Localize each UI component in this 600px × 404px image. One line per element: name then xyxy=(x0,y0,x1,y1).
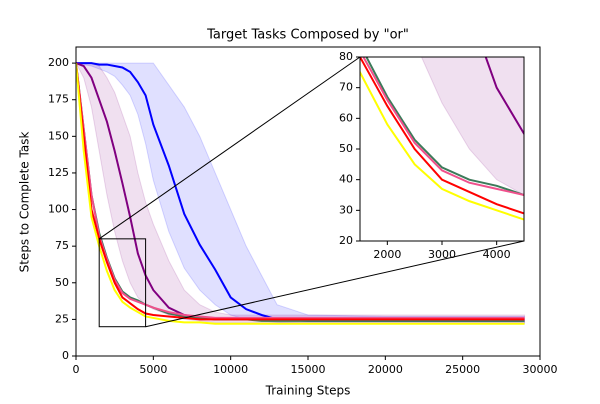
x-axis-label: Training Steps xyxy=(265,384,351,398)
y-tick-label: 50 xyxy=(55,276,69,289)
y-tick-label: 25 xyxy=(55,312,69,325)
x-tick-label: 5000 xyxy=(139,363,167,376)
line xyxy=(360,57,524,215)
y-axis-label: Steps to Complete Task xyxy=(18,132,32,273)
x-tick-label: 20000 xyxy=(368,363,403,376)
line xyxy=(365,57,524,197)
plot-layer xyxy=(76,62,526,325)
zoom-connector xyxy=(98,56,361,240)
chart-title: Target Tasks Composed by "or" xyxy=(206,28,409,43)
y-tick-label: 200 xyxy=(48,56,69,69)
y-tick-label: 40 xyxy=(339,173,353,186)
line xyxy=(76,63,525,325)
y-tick-label: 150 xyxy=(48,129,69,142)
y-tick-label: 60 xyxy=(339,111,353,124)
line xyxy=(76,63,525,321)
y-tick-label: 70 xyxy=(339,81,353,94)
x-tick-label: 0 xyxy=(73,363,80,376)
y-tick-label: 50 xyxy=(339,142,353,155)
x-tick-label: 2000 xyxy=(373,248,401,261)
zoom-connector xyxy=(145,240,525,328)
line xyxy=(360,69,524,221)
y-tick-label: 100 xyxy=(48,203,69,216)
y-tick-label: 125 xyxy=(48,166,69,179)
line xyxy=(362,57,524,197)
plot-layer xyxy=(360,57,524,221)
x-tick-label: 30000 xyxy=(523,363,558,376)
x-tick-label: 10000 xyxy=(213,363,248,376)
y-tick-label: 75 xyxy=(55,239,69,252)
y-tick-label: 80 xyxy=(339,50,353,63)
y-tick-label: 20 xyxy=(339,234,353,247)
y-tick-label: 30 xyxy=(339,203,353,216)
y-tick-label: 175 xyxy=(48,93,69,106)
y-tick-label: 0 xyxy=(62,349,69,362)
x-tick-label: 25000 xyxy=(445,363,480,376)
zoom-box xyxy=(98,238,147,328)
x-tick-label: 3000 xyxy=(428,248,456,261)
x-tick-label: 15000 xyxy=(291,363,326,376)
x-tick-label: 4000 xyxy=(483,248,511,261)
